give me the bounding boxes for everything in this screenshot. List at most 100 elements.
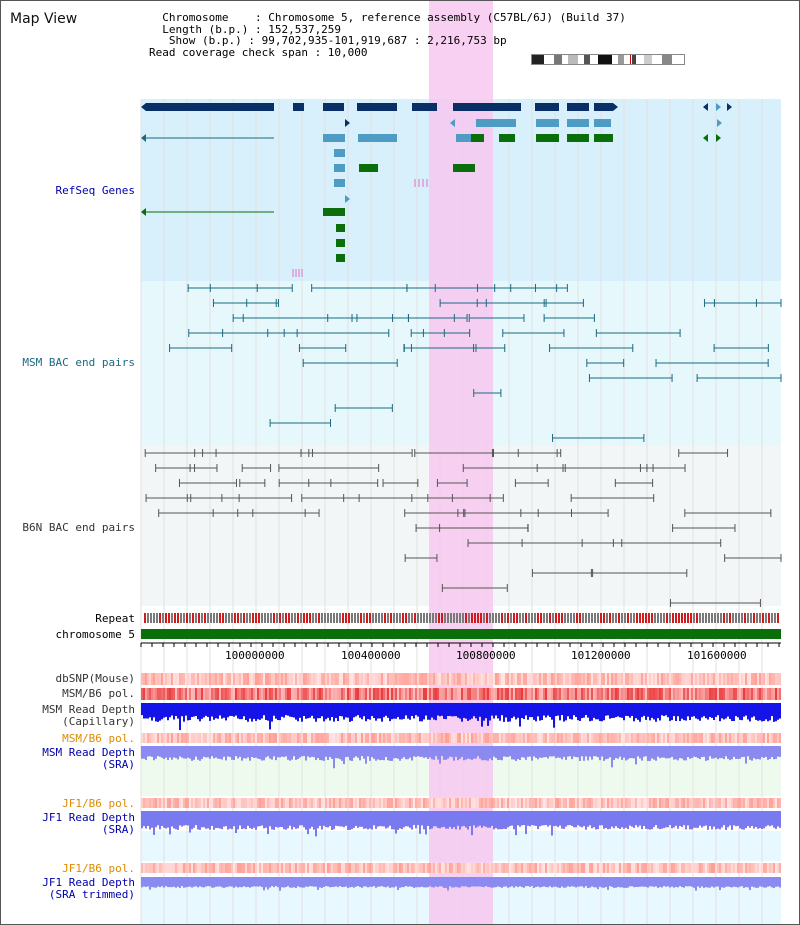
strand-arrow: [716, 134, 721, 142]
polymorphism-heat-mark: [245, 688, 247, 700]
read-depth-bar: [585, 746, 587, 757]
polymorphism-heat-mark: [371, 673, 373, 685]
msm-read-depth-capillary-label[interactable]: MSM Read Depth (Capillary): [42, 703, 135, 728]
read-depth-bar: [381, 703, 383, 722]
read-depth-bar: [387, 746, 389, 761]
read-depth-bar: [655, 746, 657, 761]
repeat-mark: [627, 613, 629, 623]
polymorphism-heat-mark: [477, 863, 479, 873]
polymorphism-heat-mark: [439, 798, 441, 808]
msm-read-depth-sra-label[interactable]: MSM Read Depth (SRA): [42, 746, 135, 771]
polymorphism-heat-mark: [181, 798, 183, 808]
read-depth-bar: [241, 811, 243, 830]
refseq-gene-block: [453, 103, 521, 111]
polymorphism-heat-mark: [169, 733, 171, 743]
polymorphism-heat-mark: [437, 733, 439, 743]
polymorphism-heat-mark: [455, 863, 457, 873]
read-depth-bar: [207, 877, 209, 887]
polymorphism-heat-mark: [287, 673, 289, 685]
repeat-mark: [501, 613, 503, 623]
read-depth-bar: [607, 811, 609, 830]
polymorphism-heat-mark: [269, 673, 271, 685]
polymorphism-heat-mark: [613, 673, 615, 685]
polymorphism-heat-mark: [337, 688, 339, 700]
polymorphism-heat-mark: [371, 863, 373, 873]
read-depth-bar: [417, 703, 419, 717]
read-depth-bar: [281, 703, 283, 717]
polymorphism-heat-mark: [491, 798, 493, 808]
read-depth-bar: [253, 811, 255, 828]
read-depth-bar: [649, 811, 651, 830]
read-depth-bar: [243, 877, 245, 887]
read-depth-bar: [601, 811, 603, 826]
read-depth-bar: [201, 746, 203, 759]
polymorphism-heat-mark: [143, 673, 145, 685]
polymorphism-heat-mark: [473, 688, 475, 700]
polymorphism-heat-mark: [201, 798, 203, 808]
polymorphism-heat-mark: [315, 863, 317, 873]
read-depth-bar: [149, 811, 151, 830]
read-depth-bar: [699, 877, 701, 888]
refseq-genes-label[interactable]: RefSeq Genes: [55, 184, 135, 197]
read-depth-bar: [711, 746, 713, 759]
polymorphism-heat-mark: [661, 688, 663, 700]
read-depth-bar: [641, 877, 643, 887]
read-depth-bar: [701, 811, 703, 828]
polymorphism-heat-mark: [305, 863, 307, 873]
polymorphism-heat-mark: [597, 863, 599, 873]
polymorphism-heat-mark: [363, 798, 365, 808]
jf1-read-depth-trimmed-label[interactable]: JF1 Read Depth (SRA trimmed): [42, 876, 135, 901]
msm-bac-end-pairs-label[interactable]: MSM BAC end pairs: [22, 356, 135, 369]
repeat-mark: [258, 613, 260, 623]
read-depth-bar: [387, 877, 389, 887]
repeat-label[interactable]: Repeat: [95, 612, 135, 625]
repeat-mark: [429, 613, 431, 623]
read-depth-bar: [499, 877, 501, 888]
read-depth-bar: [571, 703, 573, 720]
read-depth-bar: [481, 811, 483, 828]
polymorphism-heat-mark: [463, 863, 465, 873]
b6n-bac-end-pairs-label[interactable]: B6N BAC end pairs: [22, 521, 135, 534]
read-depth-bar: [153, 703, 155, 718]
read-depth-bar: [553, 877, 555, 887]
polymorphism-heat-mark: [761, 673, 763, 685]
read-depth-bar: [603, 877, 605, 888]
read-depth-bar: [381, 811, 383, 827]
polymorphism-heat-mark: [511, 863, 513, 873]
read-depth-bar: [499, 811, 501, 830]
read-depth-bar: [207, 811, 209, 829]
read-depth-bar: [321, 877, 323, 888]
polymorphism-heat-mark: [411, 863, 413, 873]
jf1-b6-pol-label[interactable]: JF1/B6 pol.: [62, 797, 135, 810]
read-depth-bar: [641, 746, 643, 761]
read-depth-bar: [519, 703, 521, 727]
polymorphism-heat-mark: [557, 863, 559, 873]
repeat-mark: [504, 613, 506, 623]
dbsnp-label[interactable]: dbSNP(Mouse): [55, 672, 135, 685]
chromosome-ideogram[interactable]: [531, 54, 685, 65]
read-depth-bar: [635, 877, 637, 887]
read-depth-bar: [375, 703, 377, 721]
polymorphism-heat-mark: [177, 798, 179, 808]
jf1-b6-pol-trimmed-label[interactable]: JF1/B6 pol.: [62, 862, 135, 875]
msm-b6-pol-sra-label[interactable]: MSM/B6 pol.: [62, 732, 135, 745]
msm-b6-pol-label[interactable]: MSM/B6 pol.: [62, 687, 135, 700]
polymorphism-heat-mark: [765, 733, 767, 743]
polymorphism-heat-mark: [241, 688, 243, 700]
read-depth-bar: [163, 703, 165, 718]
read-depth-bar: [397, 746, 399, 759]
polymorphism-heat-mark: [657, 798, 659, 808]
repeat-mark: [231, 613, 233, 623]
read-depth-bar: [329, 877, 331, 888]
read-depth-bar: [335, 877, 337, 887]
polymorphism-heat-mark: [777, 863, 779, 873]
jf1-read-depth-sra-label[interactable]: JF1 Read Depth (SRA): [42, 811, 135, 836]
polymorphism-heat-mark: [693, 863, 695, 873]
polymorphism-heat-mark: [675, 673, 677, 685]
read-depth-bar: [609, 811, 611, 829]
read-depth-bar: [551, 703, 553, 720]
polymorphism-heat-mark: [691, 733, 693, 743]
polymorphism-heat-mark: [515, 863, 517, 873]
polymorphism-heat-mark: [751, 798, 753, 808]
